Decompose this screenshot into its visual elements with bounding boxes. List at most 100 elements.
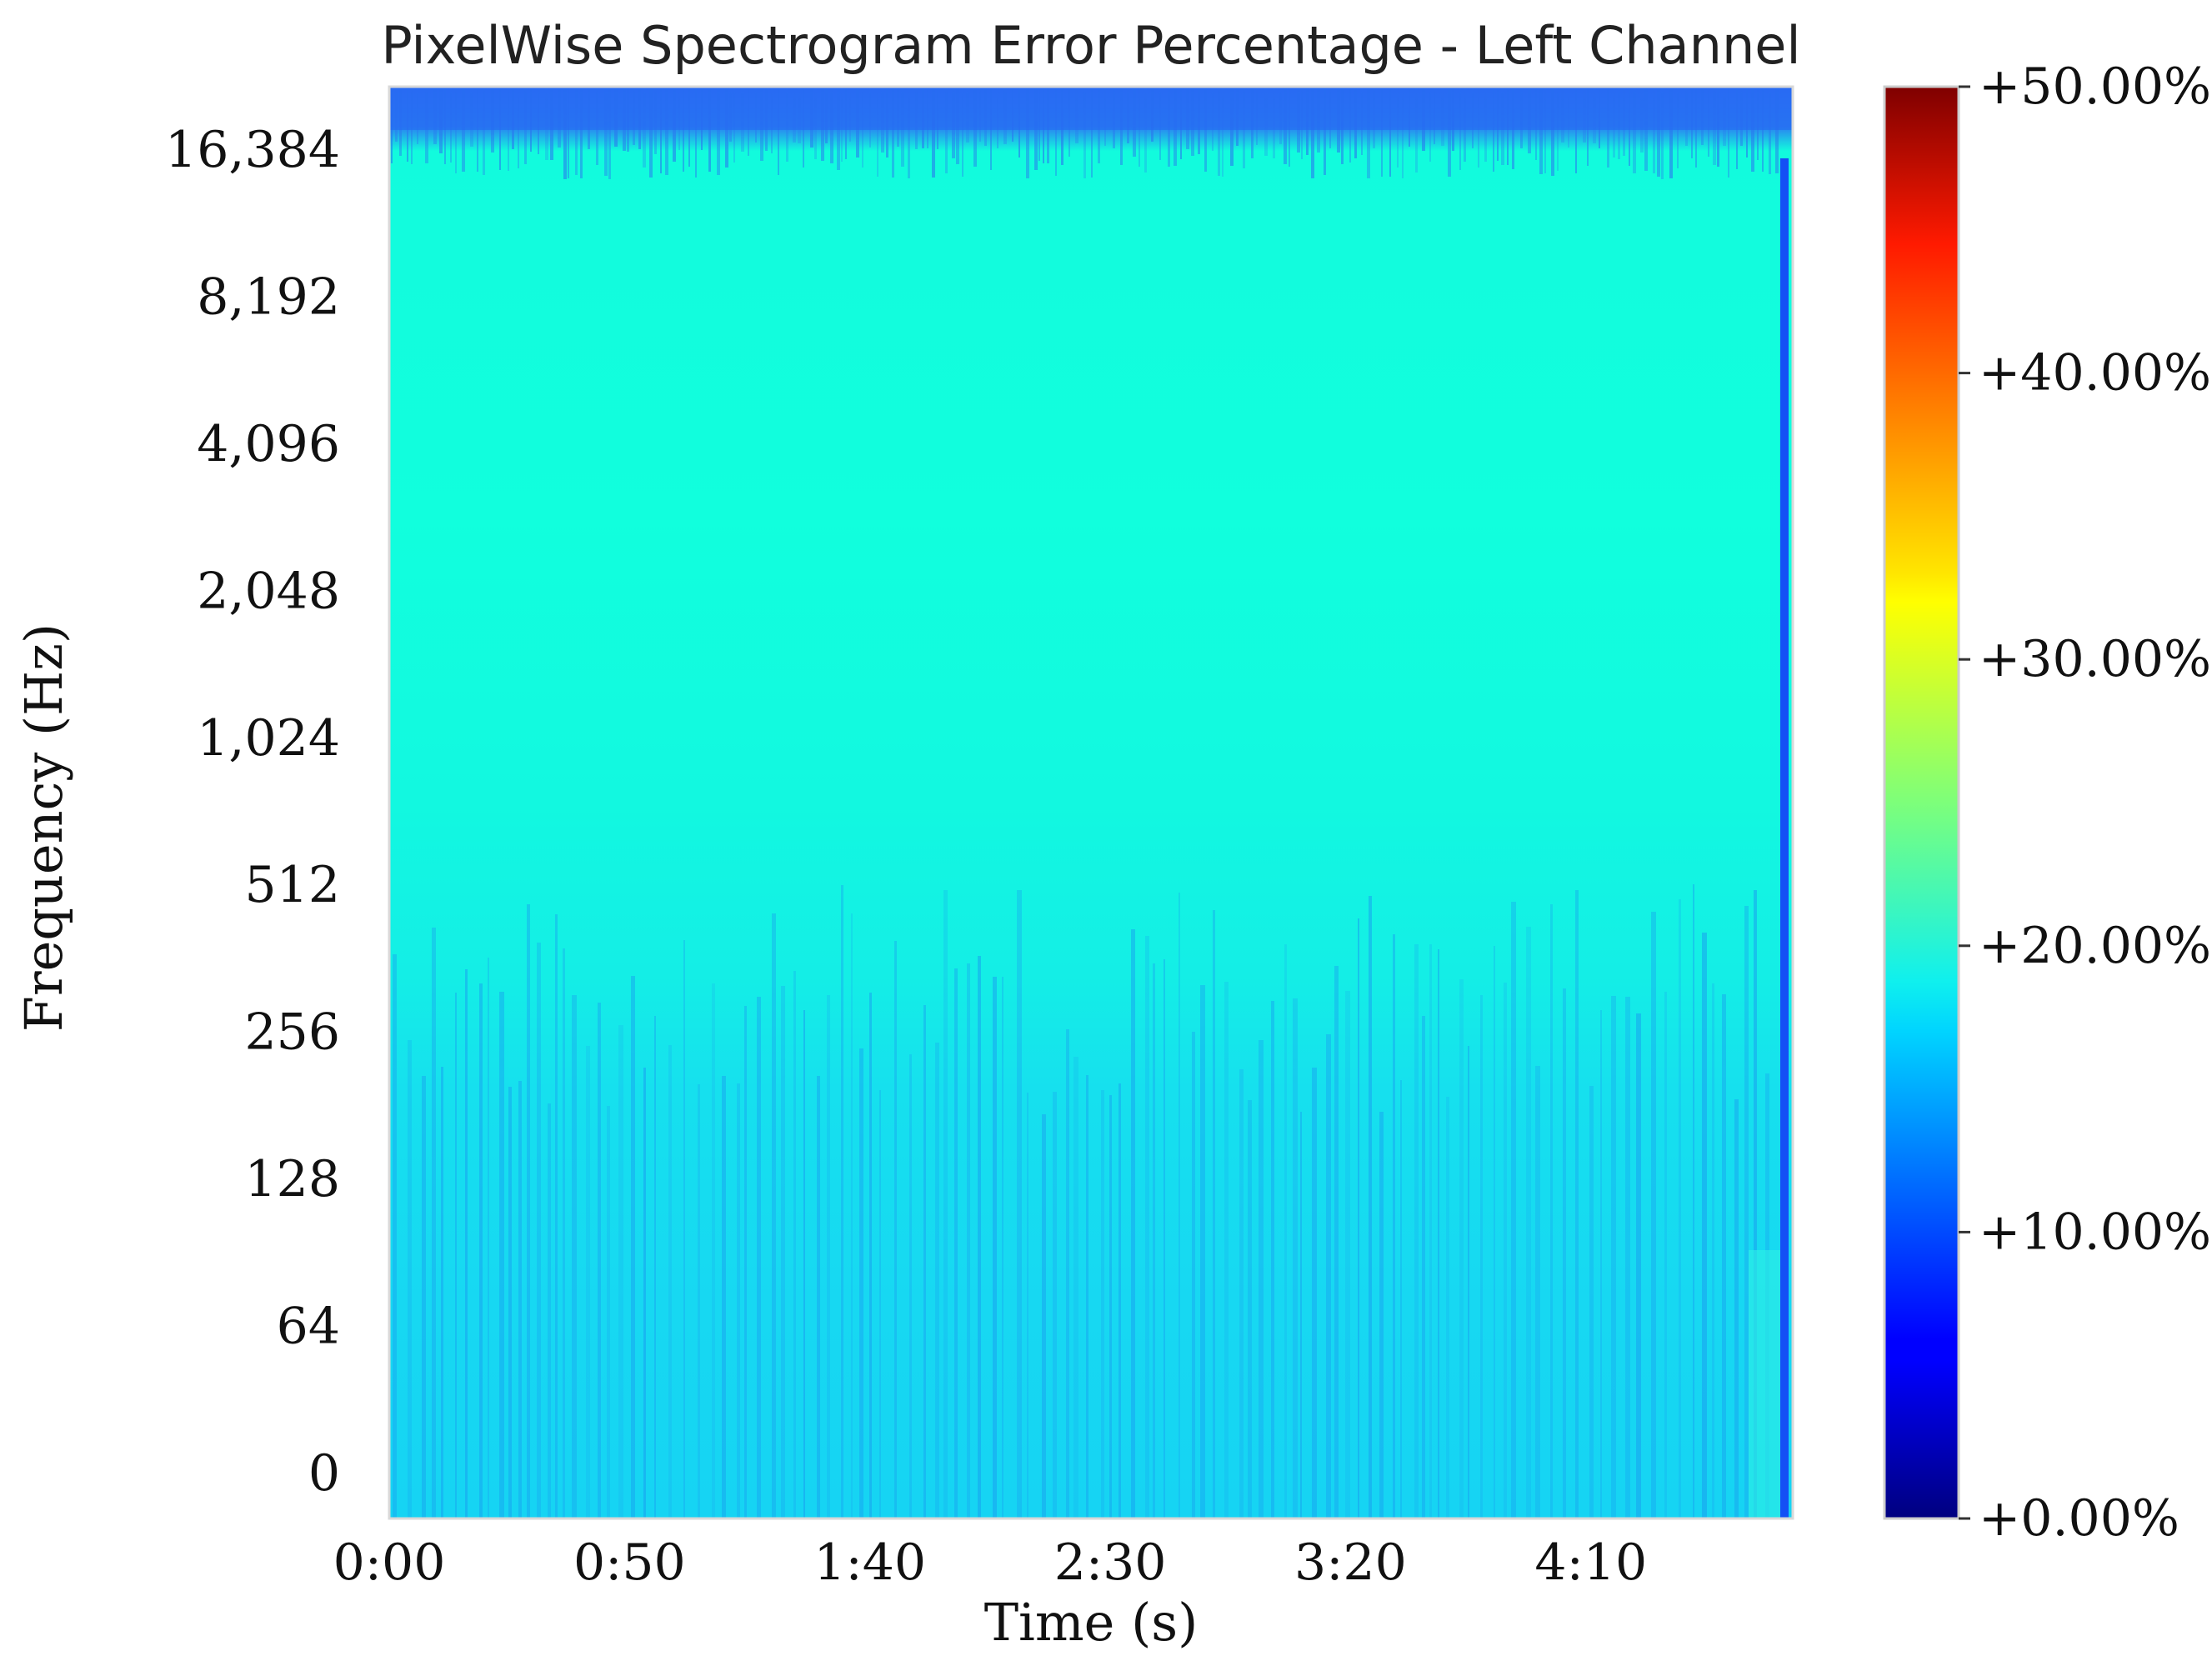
heatmap-top-speckle [1055,87,1057,176]
heatmap-top-speckle [1381,87,1383,177]
x-tick-label: 0:00 [333,1533,446,1592]
heatmap-streak [441,1067,443,1518]
heatmap-top-speckle [483,87,485,175]
heatmap-streak [935,1043,939,1518]
heatmap-streak [923,1005,926,1518]
heatmap-streak [1179,893,1180,1518]
heatmap-streak [1300,1112,1302,1518]
heatmap-streak [1438,949,1439,1518]
heatmap-streak [499,992,504,1518]
heatmap-streak [607,1106,610,1518]
heatmap-streak [772,913,776,1518]
heatmap-streak [1712,983,1714,1518]
heatmap-right-edge [1780,158,1789,1518]
heatmap-top-speckle [892,87,894,178]
heatmap-streak [548,1103,551,1518]
heatmap-streak [894,941,897,1518]
heatmap-streak [722,1076,726,1518]
heatmap-streak [1066,1029,1069,1518]
heatmap-top-speckle [962,87,963,177]
heatmap-streak [1504,983,1507,1518]
colorbar-tick-label: +10.00% [1979,1203,2211,1261]
heatmap-streak [422,1076,426,1518]
heatmap-streak [1312,1068,1317,1518]
heatmap-top-speckle [649,87,653,178]
heatmap-streak [654,1016,656,1518]
heatmap-streak [1053,1092,1057,1518]
heatmap-streak [598,1003,601,1518]
heatmap-streak [993,977,997,1518]
heatmap-streak [1017,890,1022,1518]
heatmap-streak [1459,979,1464,1518]
heatmap-streak [537,943,541,1518]
heatmap-top-speckle [1311,87,1314,178]
colorbar: +0.00% +10.00% +20.00% +30.00% +40.00% +50.00… [1883,58,2211,1548]
heatmap-streak [1636,1013,1641,1518]
heatmap-top-speckle [665,87,668,175]
heatmap-field [389,87,1793,1518]
heatmap-streak [1651,912,1656,1518]
heatmap-top-speckle [608,87,611,179]
heatmap-streak [827,995,830,1518]
plot-frame [388,85,1794,1520]
heatmap-streak [1164,959,1165,1518]
heatmap-streak [1259,1040,1264,1518]
heatmap-streak [465,969,468,1518]
colorbar-ticks: +0.00% +10.00% +20.00% +30.00% +40.00% +50.00… [1959,58,2211,1548]
heatmap-streak [1153,963,1155,1518]
heatmap-streak [631,976,635,1518]
colorbar-tick-label: +0.00% [1979,1489,2179,1548]
heatmap-streak [1086,1075,1088,1518]
heatmap-streak [1101,1090,1104,1518]
heatmap-streak [408,1040,412,1518]
heatmap-top-speckle [575,87,578,175]
heatmap-streak [1379,1112,1384,1518]
chart-title: PixelWise Spectrogram Error Percentage -… [381,15,1800,76]
heatmap-streak [668,1045,672,1518]
heatmap-streak [851,913,853,1518]
heatmap-top-speckle [1769,87,1771,174]
heatmap-streak [879,1090,881,1518]
x-tick-label: 1:40 [813,1533,926,1592]
colorbar-tick-label: +50.00% [1979,58,2211,116]
heatmap-streak [586,1046,590,1518]
x-tick-label: 0:50 [573,1533,686,1592]
heatmap-streak [1494,946,1495,1518]
heatmap-streak [1722,994,1726,1518]
heatmap-streak [1200,985,1205,1518]
heatmap-top-speckle [604,87,608,176]
x-tick-label: 4:10 [1534,1533,1647,1592]
heatmap-top-speckle [1367,87,1370,178]
heatmap-streak [572,995,577,1518]
heatmap-streak [1679,899,1681,1518]
heatmap-streak [1042,1114,1046,1518]
x-axis: 0:00 0:50 1:40 2:30 3:20 4:10 [333,1533,1648,1592]
y-tick-label: 2,048 [197,562,340,620]
heatmap-streak [757,997,761,1518]
y-tick-label: 8,192 [197,268,340,326]
heatmap-streak [1429,944,1432,1518]
heatmap-streak [793,971,796,1518]
heatmap-streak [1284,944,1287,1518]
heatmap-streak [967,963,970,1518]
heatmap-streak [1563,988,1566,1518]
heatmap-streak [781,986,785,1518]
heatmap-streak [954,968,958,1518]
heatmap-streak [1422,1016,1425,1518]
heatmap-streak [1119,1083,1121,1518]
heatmap-top-speckle [1728,87,1729,178]
heatmap-streak [1468,1046,1469,1518]
heatmap-top-speckle [1218,87,1220,176]
heatmap-top-speckle [1389,87,1391,177]
heatmap-streak [1192,1032,1195,1518]
heatmap-streak [859,1048,863,1518]
heatmap-streak [1271,1001,1274,1518]
heatmap-streaks [391,87,1780,1518]
y-tick-label: 128 [244,1150,340,1208]
x-axis-label: Time (s) [984,1592,1199,1653]
heatmap-streak [1600,1010,1602,1518]
heatmap-top-speckle [1402,87,1404,178]
heatmap-streak [432,928,436,1518]
heatmap-streak [1326,1034,1331,1518]
